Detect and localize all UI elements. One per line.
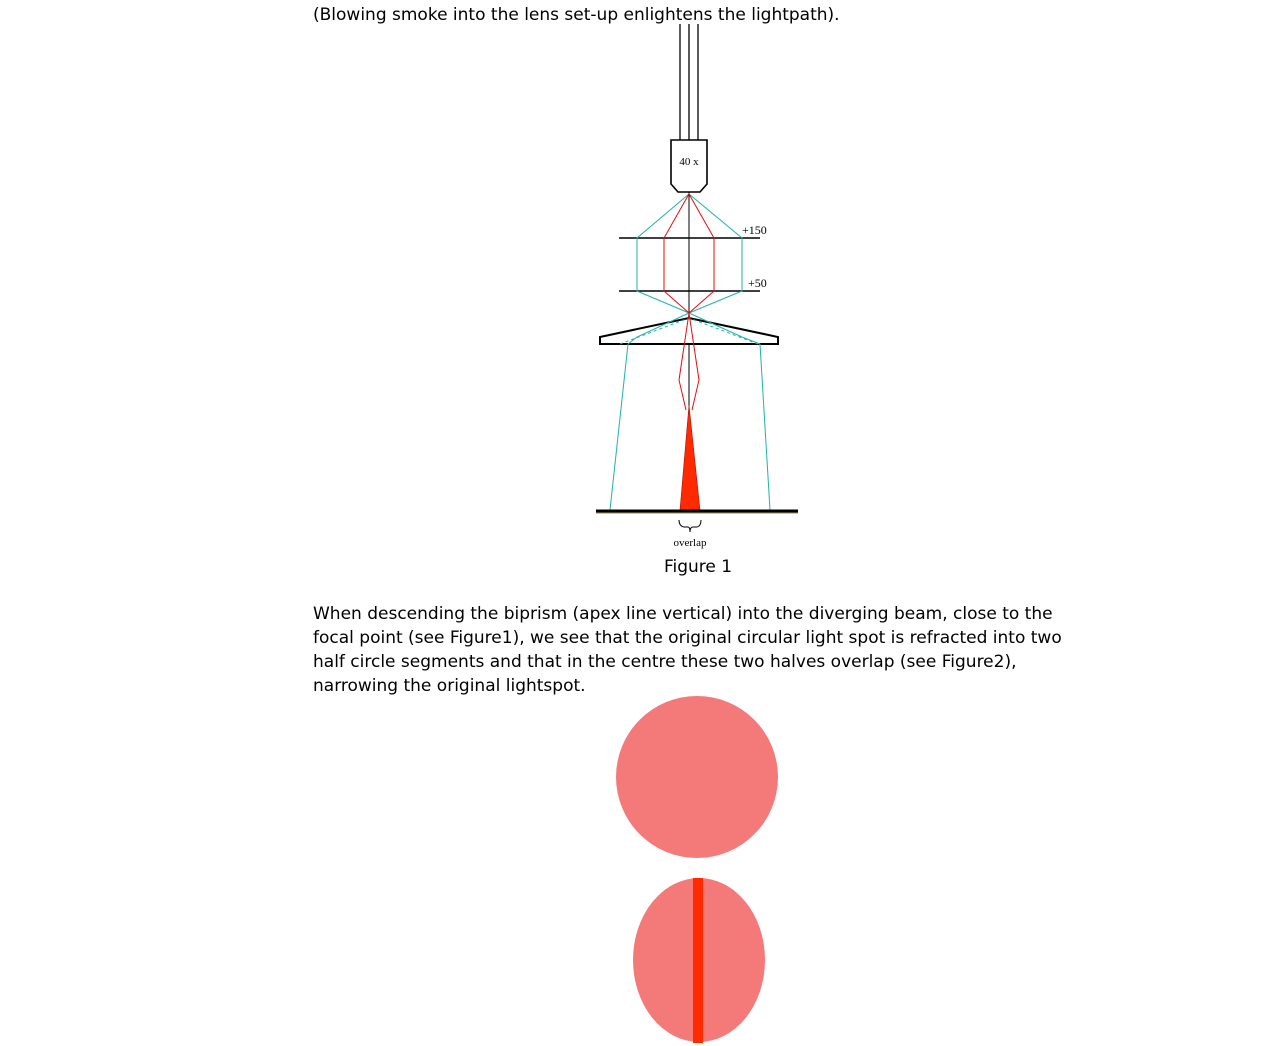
paragraph-line-1: When descending the biprism (apex line v… — [313, 604, 1053, 624]
figure-2-diagram — [616, 696, 778, 1043]
objective-tube — [679, 24, 699, 140]
description-paragraph: When descending the biprism (apex line v… — [313, 602, 1093, 698]
figure-1-diagram: 40 x +150 +50 overlap — [596, 24, 798, 549]
paragraph-line-2: focal point (see Figure1), we see that t… — [313, 628, 1062, 648]
overlap-brace — [678, 519, 702, 533]
overlap-band — [693, 878, 703, 1043]
paragraph-line-3: half circle segments and that in the cen… — [313, 652, 1017, 672]
figure-1-caption: Figure 1 — [663, 557, 733, 577]
biprism — [599, 316, 779, 345]
overlap-label: overlap — [674, 537, 707, 549]
intro-text: (Blowing smoke into the lens set-up enli… — [313, 5, 840, 25]
original-light-spot — [616, 696, 778, 858]
objective-label: 40 x — [679, 156, 699, 168]
overlap-cone — [679, 404, 701, 511]
lens-50-label: +50 — [748, 276, 767, 290]
red-rays — [663, 193, 715, 411]
objective-body — [670, 139, 708, 193]
paragraph-line-4: narrowing the original lightspot. — [313, 676, 586, 696]
lens-150-label: +150 — [742, 223, 767, 237]
